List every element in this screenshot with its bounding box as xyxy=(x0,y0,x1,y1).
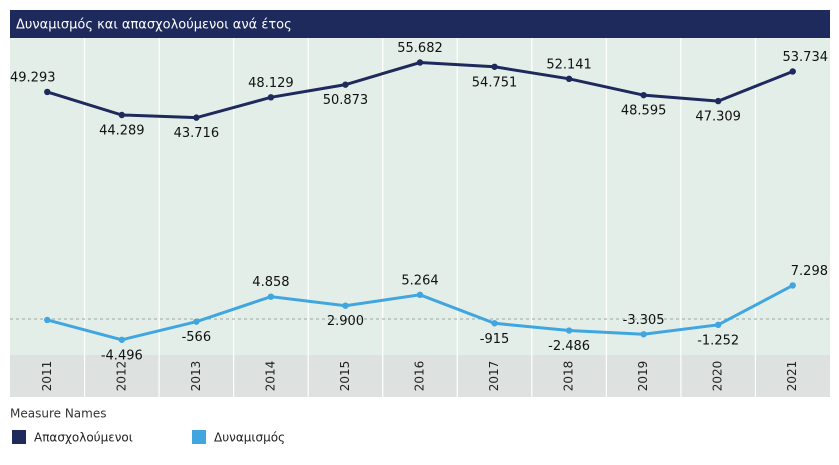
data-label: 49.293 xyxy=(10,70,56,85)
legend-label: Δυναμισμός xyxy=(214,431,285,445)
data-point xyxy=(416,59,424,66)
data-label: 54.751 xyxy=(472,75,518,90)
data-point xyxy=(491,320,498,327)
data-label: 44.289 xyxy=(99,123,145,138)
data-label: -566 xyxy=(182,330,212,345)
data-label: 7.298 xyxy=(791,264,828,279)
x-axis-band xyxy=(10,355,830,397)
title-bar xyxy=(10,10,830,38)
data-point xyxy=(714,321,722,329)
data-point xyxy=(565,75,573,83)
data-label: 50.873 xyxy=(323,93,369,108)
data-point xyxy=(193,318,200,325)
data-point xyxy=(491,63,498,70)
data-label: -915 xyxy=(480,332,510,347)
data-label: 2.900 xyxy=(327,314,364,329)
data-label: 4.858 xyxy=(252,275,289,290)
chart-title: Δυναμισμός και απασχολούμενοι ανά έτος xyxy=(16,18,292,33)
data-point xyxy=(565,327,573,334)
x-tick-label: 2019 xyxy=(636,361,650,392)
data-point xyxy=(44,316,51,324)
x-tick-label: 2016 xyxy=(413,361,427,392)
data-point xyxy=(342,302,349,309)
data-label: 52.141 xyxy=(546,57,592,72)
x-tick-label: 2013 xyxy=(189,361,203,392)
data-label: -4.496 xyxy=(101,348,143,363)
x-tick-label: 2017 xyxy=(487,361,501,392)
data-label: 48.595 xyxy=(621,104,667,119)
x-tick-label: 2012 xyxy=(114,361,128,392)
legend-label: Απασχολούμενοι xyxy=(34,431,133,445)
data-point xyxy=(789,282,796,289)
legend-swatch xyxy=(12,430,26,444)
x-tick-label: 2011 xyxy=(40,361,54,392)
legend-title: Measure Names xyxy=(10,407,106,421)
data-point xyxy=(44,88,51,96)
x-tick-label: 2018 xyxy=(562,361,576,392)
data-point xyxy=(118,111,126,119)
data-point xyxy=(416,291,424,299)
data-label: -1.252 xyxy=(697,333,739,348)
data-point xyxy=(118,336,126,343)
data-label: 55.682 xyxy=(397,41,443,56)
plot-area xyxy=(10,38,830,355)
data-label: 48.129 xyxy=(248,76,294,91)
x-tick-label: 2020 xyxy=(711,361,725,392)
x-tick-label: 2021 xyxy=(785,361,799,392)
data-label: -3.305 xyxy=(623,313,665,328)
data-point xyxy=(267,293,275,300)
x-tick-label: 2014 xyxy=(263,361,277,392)
data-label: 43.716 xyxy=(174,126,220,141)
data-point xyxy=(640,331,647,338)
data-point xyxy=(789,68,796,75)
data-point xyxy=(342,81,349,88)
data-label: -2.486 xyxy=(548,339,590,354)
data-label: 53.734 xyxy=(783,50,829,65)
data-label: 5.264 xyxy=(401,273,438,288)
data-point xyxy=(640,91,647,99)
data-point xyxy=(714,97,722,105)
data-point xyxy=(193,114,200,121)
data-point xyxy=(267,94,275,101)
data-label: 47.309 xyxy=(695,110,741,125)
x-tick-label: 2015 xyxy=(338,361,352,392)
legend-swatch xyxy=(192,430,206,444)
